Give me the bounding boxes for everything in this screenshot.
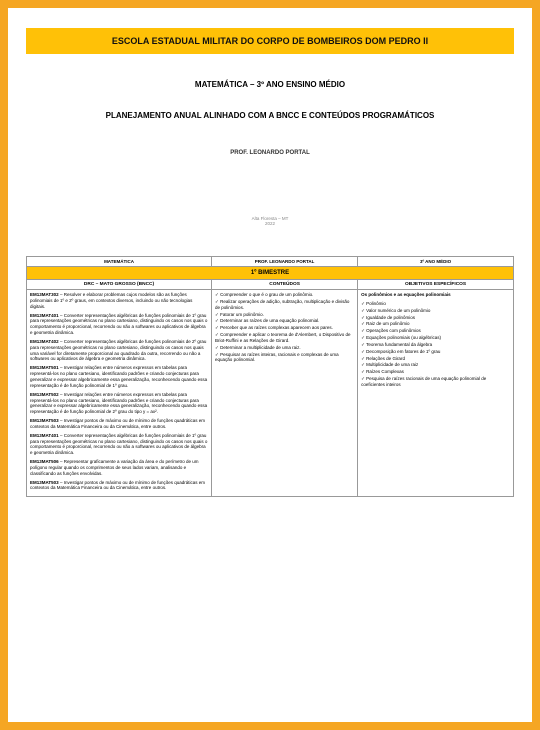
objetivo-item: Operações com polinômios [361,328,510,334]
bimester-row: 1º BIMESTRE [27,267,514,280]
conteudos-cell: Compreender o que é o grau de um polinôm… [212,290,358,497]
objetivo-item: Polinômio [361,301,510,307]
sub-header-row: DRC – MATO GROSSO (BNCC) CONTEÚDOS OBJET… [27,280,514,290]
subhdr-objetivos: OBJETIVOS ESPECÍFICOS [358,280,514,290]
planning-table: MATEMÁTICA PROF. LEONARDO PORTAL 3º ANO … [26,256,514,497]
document-page: ESCOLA ESTADUAL MILITAR DO CORPO DE BOMB… [8,8,532,722]
table-body-row: EM13MAT302 – Resolver e elaborar problem… [27,290,514,497]
professor-name: PROF. LEONARDO PORTAL [26,150,514,156]
conteudo-item: Determinar a multiplicidade de uma raiz. [215,345,354,351]
hdr-prof: PROF. LEONARDO PORTAL [212,257,358,267]
conteudo-item: Perceber que as raízes complexas aparece… [215,325,354,331]
objetivo-item: Multiplicidade de uma raiz [361,362,510,368]
objetivos-section-title: Os polinômios e as equações polinomiais [361,292,451,297]
school-banner: ESCOLA ESTADUAL MILITAR DO CORPO DE BOMB… [26,28,514,54]
conteudo-item: Fatorar um polinômio. [215,312,354,318]
bimester-label: 1º BIMESTRE [27,267,514,280]
objetivo-item: Decomposição em fatores de 1º grau [361,349,510,355]
year-text: 2022 [265,221,275,226]
subhdr-conteudos: CONTEÚDOS [212,280,358,290]
drc-item: EM13MAT402 – Converter representações al… [30,339,208,362]
conteudo-item: Determinar as raízes de uma equação poli… [215,318,354,324]
hdr-subject: MATEMÁTICA [27,257,212,267]
subject-line: MATEMÁTICA – 3º ANO ENSINO MÉDIO [26,80,514,89]
conteudo-item: Compreender o que é o grau de um polinôm… [215,292,354,298]
objetivo-item: Raiz de um polinômio [361,321,510,327]
objetivo-item: Pesquisa de raízes racionais de uma equa… [361,376,510,388]
conteudo-item: Realizar operações de adição, subtração,… [215,299,354,311]
objetivo-item: Relações de Girard [361,356,510,362]
conteudo-item: Compreender e aplicar o teorema de d'Ale… [215,332,354,344]
drc-item: EM13MAT503 – Investigar pontos de máximo… [30,480,208,492]
objetivo-item: Raízes Complexas [361,369,510,375]
subhdr-drc: DRC – MATO GROSSO (BNCC) [27,280,212,290]
drc-item: EM13MAT401 – Converter representações al… [30,433,208,456]
drc-item: EM13MAT401 – Converter representações al… [30,313,208,336]
objetivos-cell: Os polinômios e as equações polinomiais … [358,290,514,497]
drc-cell: EM13MAT302 – Resolver e elaborar problem… [27,290,212,497]
hdr-grade: 3º ANO MÉDIO [358,257,514,267]
objetivo-item: Teorema fundamental da álgebra [361,342,510,348]
drc-item: EM13MAT503 – Investigar pontos de máximo… [30,418,208,430]
drc-item: EM13MAT501 – Investigar relações entre n… [30,365,208,388]
drc-item: EM13MAT506 – Representar graficamente a … [30,459,208,477]
objetivo-item: Equações polinomiais (ou algébricas) [361,335,510,341]
location-year: Alta Floresta – MT 2022 [26,216,514,226]
drc-item: EM13MAT302 – Resolver e elaborar problem… [30,292,208,310]
plan-title: PLANEJAMENTO ANUAL ALINHADO COM A BNCC E… [26,111,514,120]
objetivo-item: Igualdade de polinômios [361,315,510,321]
table-top-header-row: MATEMÁTICA PROF. LEONARDO PORTAL 3º ANO … [27,257,514,267]
drc-item: EM13MAT502 – Investigar relações entre n… [30,392,208,415]
conteudo-item: Pesquisar as raízes inteiras, racionais … [215,352,354,364]
objetivo-item: Valor numérico de um polinômio [361,308,510,314]
